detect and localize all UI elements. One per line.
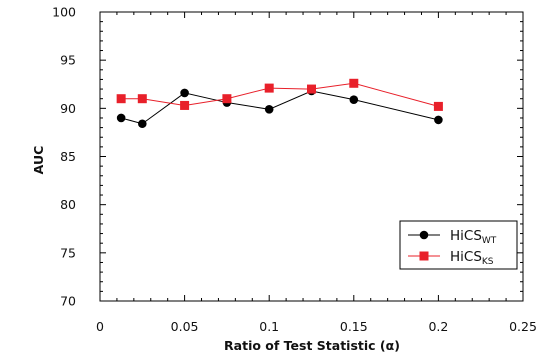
- legend-label: HiCSKS: [450, 249, 494, 267]
- y-tick-label: 70: [60, 294, 76, 309]
- legend-label: HiCSWT: [450, 228, 497, 246]
- data-point-square: [433, 101, 443, 111]
- data-point-circle: [434, 115, 443, 125]
- y-tick-label: 95: [60, 53, 76, 68]
- data-point-square: [180, 100, 190, 110]
- data-point-square: [264, 83, 274, 93]
- data-point-circle: [180, 88, 189, 98]
- series-line: [121, 90, 439, 125]
- data-point-circle: [138, 119, 147, 129]
- data-point-circle: [349, 95, 359, 104]
- data-point-square: [116, 94, 126, 104]
- legend-label-main: HiCS: [450, 249, 482, 265]
- legend-label-main: HiCS: [450, 228, 482, 244]
- tick-marks: 0 0.05 0.1 0.15 0.2 0.25 70 75 80 85 90 95 100: [52, 5, 537, 335]
- legend-marker-circle: [419, 230, 429, 240]
- y-tick-label: 75: [60, 245, 76, 260]
- x-tick-label: 0.15: [340, 319, 368, 334]
- y-tick-label: 100: [52, 5, 76, 20]
- y-tick-label: 80: [60, 197, 76, 212]
- data-point-square: [307, 84, 316, 94]
- x-tick-label: 0.05: [171, 319, 199, 334]
- x-axis-title: Ratio of Test Statistic (α): [224, 338, 400, 353]
- y-tick-label: 85: [60, 149, 76, 164]
- y-axis-title: AUC: [31, 146, 46, 175]
- x-tick-label: 0.25: [509, 319, 537, 334]
- legend-label-subscript: KS: [482, 257, 494, 267]
- legend-entry-ks: HiCSKS: [408, 249, 494, 267]
- series-line: [121, 82, 439, 107]
- data-point-square: [222, 94, 232, 104]
- series-ks: [116, 78, 443, 111]
- series-layer: [116, 78, 443, 129]
- legend-label-subscript: WT: [482, 236, 497, 246]
- series-wt: [116, 86, 443, 129]
- data-point-square: [349, 78, 359, 88]
- data-point-circle: [116, 113, 126, 123]
- legend-box: [399, 220, 518, 270]
- legend-entry-wt: HiCSWT: [408, 228, 497, 246]
- data-point-square: [137, 94, 147, 104]
- x-tick-label: 0.2: [428, 319, 448, 334]
- data-point-circle: [264, 104, 274, 114]
- x-tick-label: 0: [96, 319, 104, 334]
- y-tick-label: 90: [60, 101, 76, 116]
- legend-marker-square: [419, 251, 429, 261]
- x-tick-label: 0.1: [259, 319, 279, 334]
